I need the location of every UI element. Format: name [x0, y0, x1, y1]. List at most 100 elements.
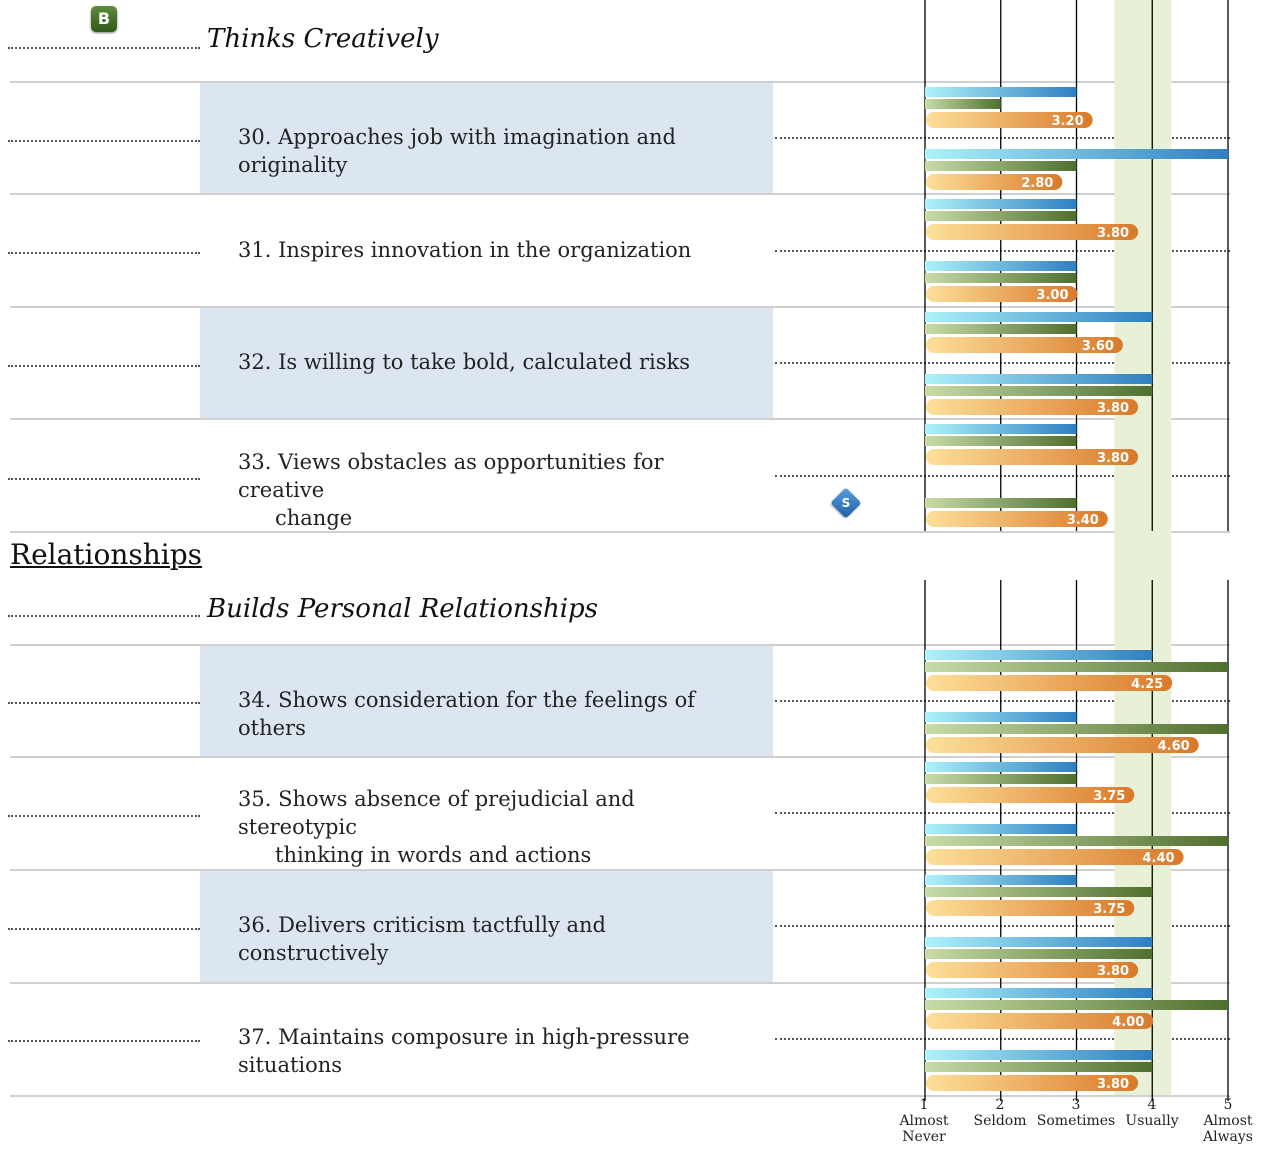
bar-blue	[925, 312, 1153, 322]
row-band	[200, 307, 773, 419]
item-number: 36.	[238, 913, 272, 937]
item-text-line2: thinking in words and actions	[275, 843, 592, 867]
b-badge-icon[interactable]: B	[91, 6, 117, 32]
bar-value-label: 3.80	[1097, 964, 1129, 979]
bar-blue	[925, 988, 1153, 998]
item-label-37: 37. Maintains composure in high-pressure…	[238, 1023, 738, 1079]
leader-dots	[775, 250, 1230, 252]
bar-green	[925, 774, 1077, 784]
bar-green	[925, 1062, 1153, 1072]
axis-tick-number: 5	[1223, 1097, 1233, 1113]
bar-green	[925, 1000, 1228, 1010]
bar-orange	[926, 737, 1199, 753]
bar-value-label: 3.40	[1067, 513, 1099, 528]
item-number: 31.	[238, 238, 272, 262]
bar-value-label: 3.20	[1052, 114, 1084, 129]
bar-orange	[926, 1013, 1154, 1029]
bar-green	[925, 99, 1001, 109]
bar-green	[925, 386, 1153, 396]
bar-orange	[926, 675, 1173, 691]
axis-tick-number: 4	[1147, 1097, 1157, 1113]
row-divider	[10, 193, 1230, 195]
bar-orange	[926, 1075, 1139, 1091]
bar-orange	[926, 787, 1135, 803]
axis-tick-2: 2 Seldom	[970, 1097, 1030, 1129]
axis-tick-3: 3 Sometimes	[1036, 1097, 1116, 1129]
axis-tick-number: 3	[1071, 1097, 1081, 1113]
bar-blue	[925, 712, 1077, 722]
item-number: 35.	[238, 787, 272, 811]
row-band	[200, 645, 773, 757]
item-label-35: 35. Shows absence of prejudicial and ste…	[238, 785, 738, 869]
bar-blue	[925, 650, 1153, 660]
bar-value-label: 3.00	[1036, 288, 1068, 303]
bar-orange	[926, 174, 1063, 190]
bar-value-label: 3.80	[1097, 1077, 1129, 1092]
bar-blue	[925, 424, 1077, 434]
bar-blue	[925, 875, 1077, 885]
leader-dots	[8, 928, 200, 930]
bar-blue	[925, 824, 1077, 834]
item-text: Delivers criticism tactfully and constru…	[238, 913, 607, 965]
item-label-36: 36. Delivers criticism tactfully and con…	[238, 911, 738, 967]
axis-tick-4: 4 Usually	[1117, 1097, 1187, 1129]
item-text: Shows absence of prejudicial and stereot…	[238, 787, 635, 839]
bar-green	[925, 662, 1228, 672]
leader-dots	[8, 252, 200, 254]
bar-orange	[926, 849, 1184, 865]
bar-value-label: 3.75	[1093, 789, 1125, 804]
bar-blue	[925, 937, 1153, 947]
bar-value-label: 3.80	[1097, 401, 1129, 416]
axis-tick-name: Almost Always	[1202, 1113, 1253, 1145]
leader-dots	[775, 925, 1230, 927]
subheading-thinks-creatively: Thinks Creatively	[207, 24, 439, 54]
leader-dots	[8, 365, 200, 367]
bar-value-label: 3.80	[1097, 226, 1129, 241]
bar-green	[925, 436, 1077, 446]
row-band	[200, 870, 773, 982]
leader-dots	[775, 362, 1230, 364]
item-number: 37.	[238, 1025, 272, 1049]
item-label-32: 32. Is willing to take bold, calculated …	[238, 348, 738, 376]
bar-value-label: 3.75	[1093, 902, 1125, 917]
row-divider	[10, 644, 1230, 646]
item-label-34: 34. Shows consideration for the feelings…	[238, 686, 738, 742]
bar-orange	[926, 449, 1139, 465]
bar-blue	[925, 1050, 1153, 1060]
bar-orange	[926, 399, 1139, 415]
bar-value-label: 4.25	[1131, 677, 1163, 692]
bar-orange	[926, 962, 1139, 978]
bar-green	[925, 887, 1153, 897]
row-divider	[10, 306, 1230, 308]
row-divider	[10, 756, 1230, 758]
item-number: 32.	[238, 350, 272, 374]
bar-green	[925, 211, 1077, 221]
axis-tick-name: Usually	[1125, 1113, 1179, 1129]
bar-orange	[926, 224, 1139, 240]
row-divider	[10, 1095, 1230, 1097]
bar-blue	[925, 762, 1077, 772]
bar-value-label: 4.60	[1158, 739, 1190, 754]
row-divider	[10, 81, 1230, 83]
bar-green	[925, 724, 1228, 734]
bar-orange	[926, 112, 1093, 128]
item-label-33: 33. Views obstacles as opportunities for…	[238, 448, 738, 532]
bar-orange	[926, 337, 1123, 353]
bar-orange	[926, 900, 1135, 916]
item-label-30: 30. Approaches job with imagination and …	[238, 123, 738, 179]
bar-value-label: 3.80	[1097, 451, 1129, 466]
row-divider	[10, 531, 1230, 533]
item-text: Approaches job with imagination and orig…	[238, 125, 676, 177]
bar-value-label: 2.80	[1021, 176, 1053, 191]
bar-green	[925, 836, 1228, 846]
item-text: Views obstacles as opportunities for cre…	[238, 450, 664, 502]
bar-green	[925, 324, 1077, 334]
s-marker-label: S	[841, 496, 851, 510]
bar-orange	[926, 286, 1078, 302]
section-title-relationships: Relationships	[10, 538, 203, 571]
leader-dots	[8, 615, 200, 617]
axis-tick-name: Sometimes	[1036, 1113, 1116, 1129]
row-divider	[10, 418, 1230, 420]
bar-blue	[925, 374, 1153, 384]
